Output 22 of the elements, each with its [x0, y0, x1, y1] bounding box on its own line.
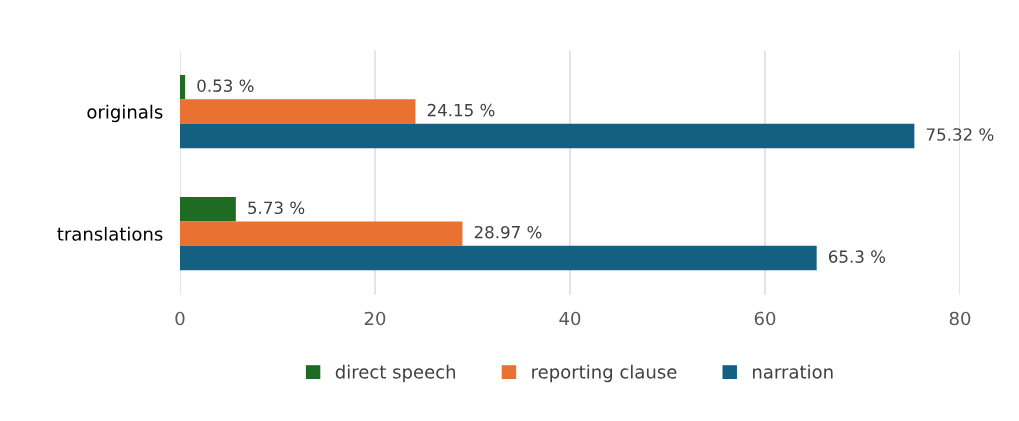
x-tick-label: 40	[559, 311, 581, 326]
bar	[179, 99, 416, 124]
data-label: 0.53 %	[197, 79, 254, 92]
bar	[179, 245, 817, 271]
y-tick-label: translations	[57, 226, 163, 241]
data-label: 28.97 %	[474, 225, 542, 239]
data-label: 75.32 %	[926, 128, 994, 141]
legend-label: reporting clause	[532, 364, 677, 383]
x-tick-label: 0	[175, 311, 185, 326]
bar	[179, 221, 463, 246]
x-tick-label: 80	[949, 311, 971, 326]
x-tick-label: 60	[754, 311, 776, 326]
bar	[179, 123, 915, 149]
y-tick-label: originals	[87, 104, 163, 123]
data-label: 24.15 %	[427, 103, 495, 117]
legend-label: narration	[753, 364, 833, 379]
bar	[179, 74, 186, 100]
x-tick-label: 20	[364, 311, 386, 326]
data-label: 5.73 %	[248, 201, 305, 215]
data-label: 65.3 %	[828, 250, 886, 263]
legend-label: direct speech	[335, 364, 456, 383]
bar	[179, 197, 236, 222]
